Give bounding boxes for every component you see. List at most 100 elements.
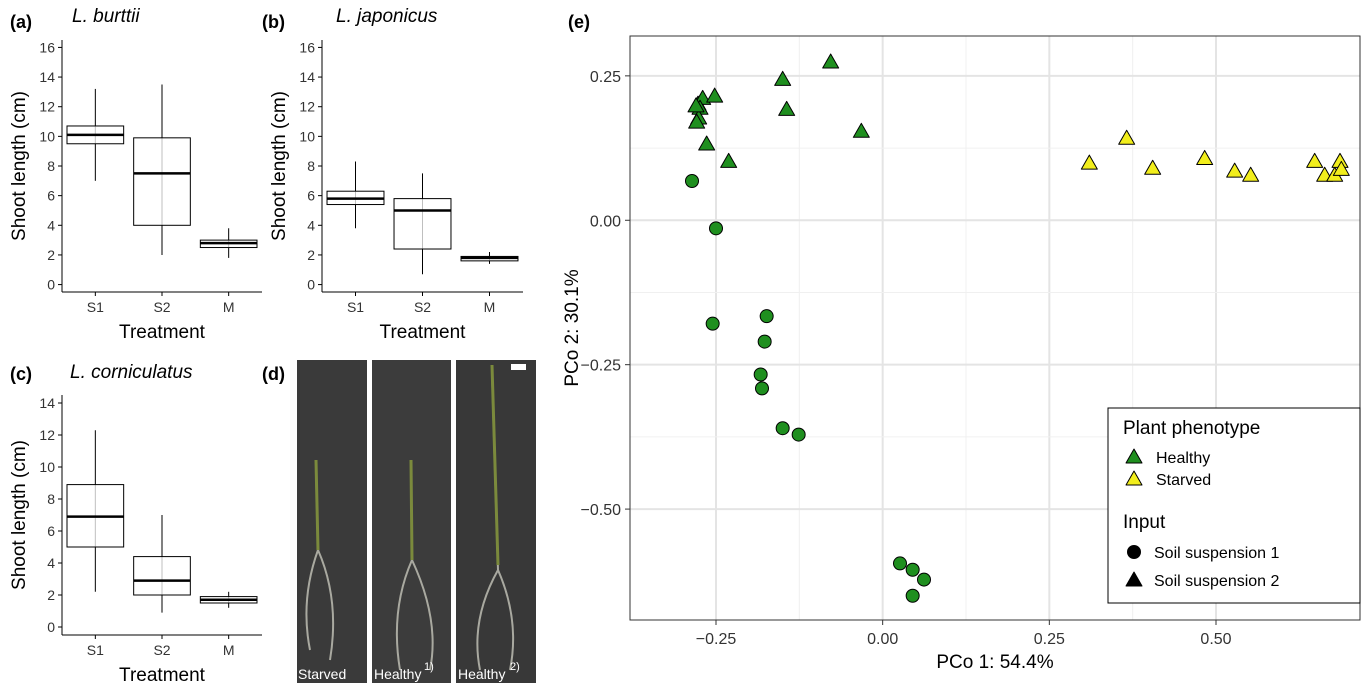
point [1127,545,1141,559]
box [133,556,191,596]
legend-title: Input [1123,512,1166,533]
x-axis-title: PCo 1: 54.4% [936,652,1053,673]
point [1196,149,1214,165]
y-tick-label: 6 [307,188,315,204]
x-tick-label: 0.50 [1200,631,1231,648]
point [705,316,720,331]
y-tick-label: 4 [47,217,55,233]
y-tick-label: 8 [47,158,55,174]
x-tick-label: S2 [153,642,170,658]
point [685,173,699,188]
scale-bar [511,364,526,370]
y-tick-label: 8 [307,158,315,174]
panel-label: (a) [10,12,32,32]
y-tick-label: 0.00 [590,213,621,230]
x-tick-label: S2 [414,299,431,315]
y-tick-label: 2 [47,587,55,603]
box [393,198,452,250]
point [709,221,723,236]
y-tick-label: 16 [299,39,315,55]
point [822,53,840,69]
x-tick-label: S1 [87,299,104,315]
point [852,122,870,138]
point [1144,159,1162,175]
x-tick-label: S1 [87,642,104,658]
x-tick-label: M [223,299,235,315]
point [1125,470,1143,486]
y-tick-label: 16 [39,39,55,55]
photo-label: Starved [298,666,346,682]
panel-title: L. burttii [72,6,140,27]
y-tick-label: 14 [39,395,55,411]
point [791,427,806,442]
y-tick-label: 2 [47,247,55,263]
y-tick-label: 14 [299,69,315,85]
photo-label: Healthy [458,666,505,682]
photo-label: Healthy [374,666,421,682]
y-axis-title: Shoot length (cm) [9,91,30,241]
point [755,381,769,396]
y-tick-label: 4 [47,555,55,571]
y-tick-label: 14 [39,69,55,85]
y-tick-label: 0 [307,277,315,293]
box [133,137,191,226]
y-axis-title: Shoot length (cm) [9,440,30,590]
y-tick-label: −0.50 [581,502,622,519]
x-tick-label: 0.25 [1034,631,1065,648]
point [905,588,920,603]
x-tick-label: −0.25 [696,631,737,648]
x-axis-title: Treatment [380,322,467,343]
y-tick-label: −0.25 [581,358,622,375]
y-tick-label: 0 [47,277,55,293]
panel-label: (b) [262,12,285,32]
point [1332,160,1350,176]
legend-box [1107,407,1361,604]
panel-label: (e) [568,12,590,32]
legend-label: Soil suspension 2 [1154,573,1280,590]
point [757,334,772,349]
point [917,572,931,587]
point [753,367,768,382]
photo-superscript: 1) [424,661,434,673]
point [759,309,774,324]
panel-title: L. japonicus [336,6,438,27]
legend-title: Plant phenotype [1123,418,1260,439]
x-tick-label: M [223,642,235,658]
y-tick-label: 12 [39,99,55,115]
point [1242,166,1260,182]
point [775,421,790,436]
y-tick-label: 4 [307,217,315,233]
plot-border [629,35,1361,621]
point [774,70,792,86]
point [778,100,796,116]
x-axis-title: Treatment [119,322,206,343]
y-axis-title: PCo 2: 30.1% [562,269,583,386]
point [720,152,738,168]
y-tick-label: 6 [47,188,55,204]
y-tick-label: 10 [39,128,55,144]
legend-label: Soil suspension 1 [1154,545,1280,562]
x-tick-label: 0.00 [867,631,898,648]
legend-label: Starved [1156,472,1211,489]
x-tick-label: M [484,299,496,315]
point [687,97,705,113]
y-tick-label: 0.25 [590,69,621,86]
photo-superscript: 2) [510,661,520,673]
panel-label: (d) [262,364,285,384]
y-tick-label: 6 [47,523,55,539]
y-axis-title: Shoot length (cm) [269,91,290,241]
photo [297,360,367,683]
point [1080,154,1098,170]
y-tick-label: 10 [299,128,315,144]
x-axis-title: Treatment [119,665,206,683]
photo-panel: (d) Starved Healthy 1) Healthy 2) [262,360,536,683]
x-tick-label: S1 [347,299,364,315]
y-tick-label: 2 [307,247,315,263]
point [1226,162,1244,178]
x-tick-label: S2 [153,299,170,315]
point [893,556,907,571]
y-tick-label: 0 [47,619,55,635]
point [1125,448,1143,464]
y-tick-label: 12 [299,99,315,115]
